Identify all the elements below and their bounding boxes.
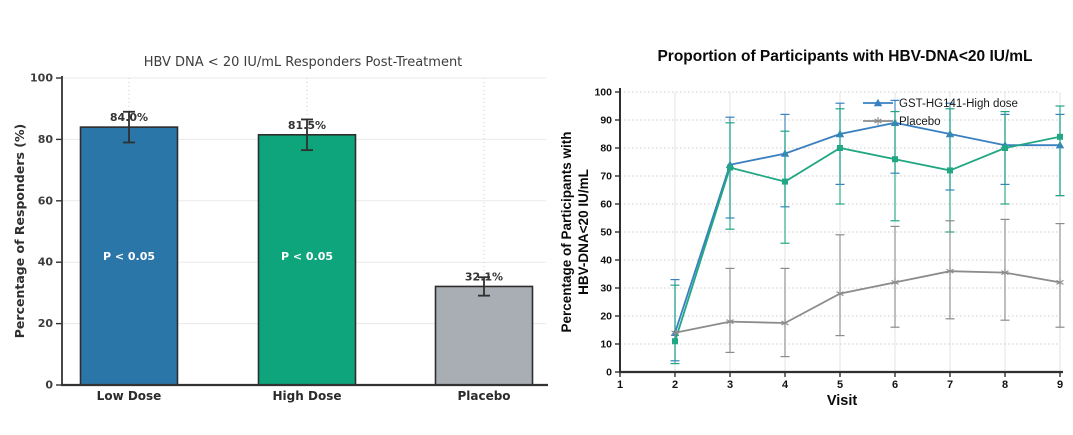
y-tick-label: 40: [38, 256, 54, 269]
y-tick-label: 50: [600, 227, 612, 239]
series-line: [674, 135, 1061, 342]
legend-item-gst-hg141-high-dose: GST-HG141-High dose: [863, 98, 1018, 110]
bar-annotation: P < 0.05: [281, 250, 333, 263]
square-marker-icon: [892, 156, 898, 163]
y-tick-label: 20: [38, 317, 54, 330]
star-marker-icon: [946, 268, 954, 274]
x-tick-label: 4: [782, 379, 789, 391]
star-marker-icon: [874, 118, 882, 124]
star-marker-icon: [1056, 279, 1064, 285]
x-tick-label: 9: [1057, 379, 1063, 391]
y-tick-label: 0: [45, 379, 53, 392]
square-marker-icon: [727, 164, 733, 171]
x-tick-label: Low Dose: [97, 389, 162, 403]
y-tick-label: 40: [600, 255, 612, 267]
bar-low-dose: [79, 126, 179, 386]
bar-chart: 84.0% P < 0.05 Low Dose 81.5% P < 0.05 High D…: [30, 72, 548, 403]
square-marker-icon: [1057, 133, 1063, 140]
line-chart-xlabel: Visit: [826, 393, 858, 409]
x-tick-label: 3: [727, 379, 733, 391]
y-tick-label: 70: [600, 171, 612, 183]
x-tick-label: 8: [1002, 379, 1008, 391]
y-tick-label: 10: [600, 339, 612, 351]
y-tick-label: 100: [594, 87, 612, 99]
x-tick-label: 5: [837, 379, 843, 391]
star-marker-icon: [671, 330, 679, 336]
star-marker-icon: [836, 291, 844, 297]
y-tick-label: 100: [30, 72, 53, 85]
bar-value-label: 32.1%: [465, 270, 503, 283]
square-marker-icon: [837, 145, 843, 151]
y-tick-label: 80: [38, 133, 54, 146]
y-tick-label: 80: [600, 143, 612, 155]
legend-label: Placebo: [899, 116, 941, 128]
square-marker-icon: [672, 338, 678, 345]
x-tick-label: 1: [617, 379, 623, 391]
series-line-gst-hg141-high-dose: [674, 121, 1060, 334]
bar-chart-title: HBV DNA < 20 IU/mL Responders Post-Treat…: [143, 55, 463, 70]
x-tick-label: Placebo: [457, 389, 510, 403]
triangle-marker-icon: [873, 98, 883, 107]
square-marker-icon: [947, 167, 953, 174]
square-marker-icon: [782, 178, 788, 185]
bar-placebo: [434, 285, 534, 386]
star-marker-icon: [726, 319, 734, 325]
star-marker-icon: [781, 320, 789, 326]
star-marker-icon: [891, 279, 899, 285]
x-tick-label: 2: [672, 379, 678, 391]
y-tick-label: 90: [600, 115, 612, 127]
bar-high-dose: [257, 133, 357, 386]
x-tick-label: 7: [947, 379, 953, 391]
star-marker-icon: [1001, 270, 1009, 276]
y-tick-label: 60: [38, 194, 54, 207]
y-tick-label: 20: [600, 311, 612, 323]
y-tick-label: 0: [606, 367, 612, 379]
y-tick-label: 30: [600, 283, 612, 295]
bar-value-label: 84.0%: [110, 111, 148, 124]
series-line-placebo: [674, 270, 1061, 334]
line-chart-title: Proportion of Participants with HBV-DNA<…: [657, 48, 1033, 65]
line-chart: 0 10 20 30 40 50 60 70 80 90 100 1 2 3 4 5 6 7 8 9 GST-HG141…: [594, 87, 1065, 391]
bar-annotation: P < 0.05: [103, 250, 155, 263]
square-marker-icon: [1002, 145, 1008, 151]
x-tick-label: High Dose: [273, 389, 342, 403]
legend-label: GST-HG141-High dose: [899, 98, 1018, 110]
bar-value-label: 81.5%: [288, 119, 326, 132]
y-tick-label: 60: [600, 199, 612, 211]
x-tick-label: 6: [892, 379, 898, 391]
